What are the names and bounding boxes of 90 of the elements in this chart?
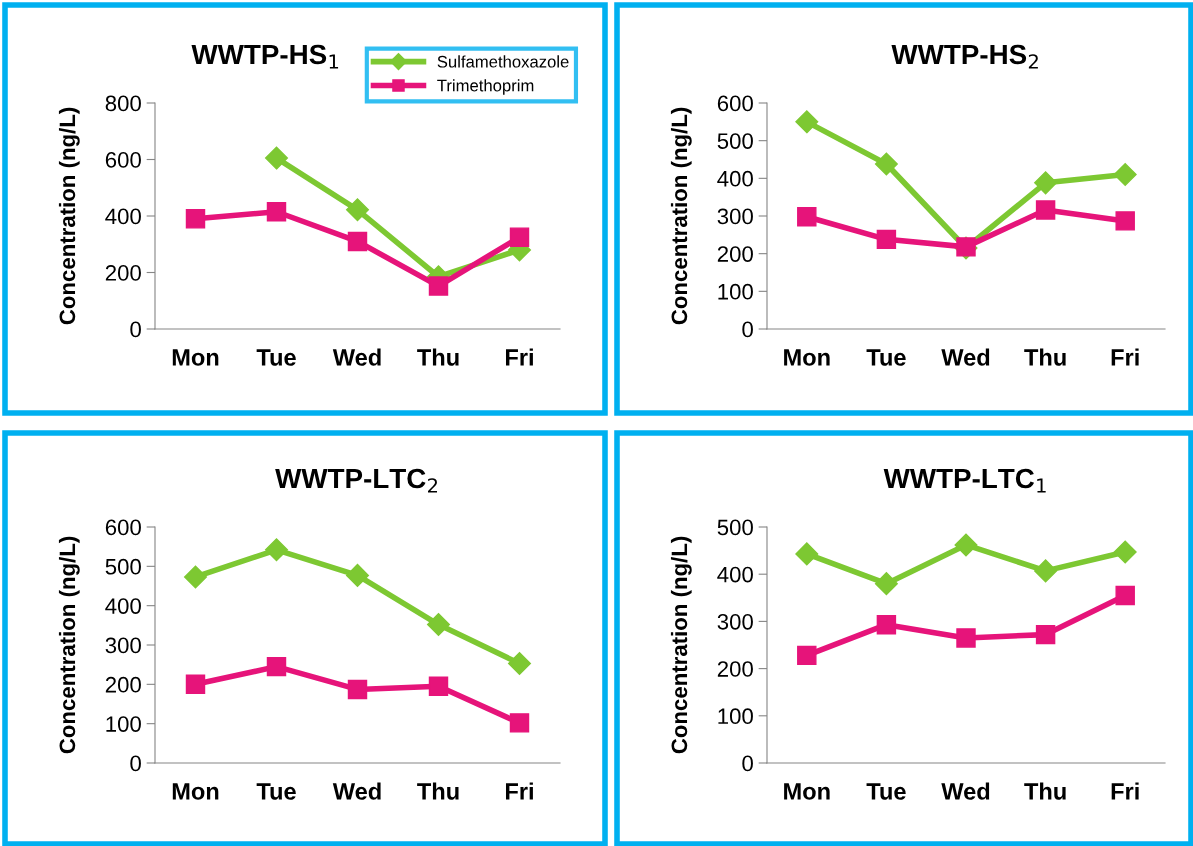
point: [1113, 540, 1137, 564]
chart-title: WWTP-HS$_{2}$: [891, 44, 1038, 69]
point: [874, 572, 898, 596]
x-tick-label: Fri: [505, 782, 533, 800]
y-tick-label: 500: [717, 519, 753, 536]
y-tick-label: 0: [742, 321, 753, 338]
x-tick-label: Tue: [256, 349, 296, 366]
x-tick-label: Tue: [866, 783, 906, 800]
y-axis-title: Concentration (ng/L): [670, 536, 692, 754]
x-tick-label: Thu: [1024, 782, 1066, 800]
point: [346, 563, 369, 587]
y-axis-title: Concentration (ng/L): [58, 107, 80, 325]
point: [795, 110, 819, 134]
y-tick-label: 0: [130, 321, 141, 338]
point: [346, 198, 369, 222]
x-tick-label: Fri: [505, 348, 533, 366]
y-tick-label: 100: [718, 283, 753, 300]
y-tick-label: 300: [717, 208, 753, 225]
legend-label: Trimethoprim: [437, 79, 534, 95]
y-tick-label: 400: [717, 566, 753, 583]
point: [876, 229, 897, 250]
y-axis-title: Concentration (ng/L): [58, 536, 80, 754]
x-tick-label: Wed: [332, 348, 381, 366]
x-tick-label: Wed: [332, 782, 381, 800]
y-tick-label: 300: [717, 613, 753, 630]
y-tick-label: 0: [130, 755, 141, 772]
x-tick-label: Thu: [417, 782, 459, 800]
y-tick-label: 500: [717, 133, 753, 149]
point: [509, 227, 530, 247]
point: [874, 152, 898, 176]
point: [1035, 624, 1056, 645]
point: [1115, 585, 1135, 606]
x-tick-label: Mon: [172, 349, 219, 366]
x-tick-label: Thu: [417, 348, 459, 366]
point: [1113, 163, 1137, 187]
y-tick-label: 400: [105, 208, 141, 225]
y-tick-label: 200: [717, 246, 753, 262]
y-tick-label: 0: [742, 755, 753, 772]
legend-label: Sulfamethoxazole: [437, 55, 569, 68]
point: [427, 613, 450, 637]
x-tick-label: Wed: [941, 782, 990, 800]
point: [797, 645, 817, 666]
point: [797, 207, 817, 227]
x-tick-label: Fri: [1111, 782, 1139, 800]
point: [1115, 211, 1135, 231]
y-tick-label: 100: [106, 716, 141, 732]
point: [347, 231, 368, 252]
y-tick-label: 300: [105, 637, 141, 654]
point: [954, 533, 978, 557]
point: [347, 679, 368, 700]
y-tick-label: 800: [105, 95, 141, 112]
y-tick-label: 500: [105, 558, 141, 575]
x-tick-label: Mon: [172, 783, 219, 800]
point: [428, 276, 449, 296]
chart-title: WWTP-LTC$_{2}$: [275, 468, 438, 493]
y-tick-label: 400: [105, 598, 141, 614]
y-tick-label: 200: [105, 265, 141, 281]
x-tick-label: Mon: [784, 349, 830, 366]
y-tick-label: 400: [717, 170, 753, 187]
point: [265, 146, 288, 170]
y-tick-label: 600: [105, 519, 141, 536]
point: [185, 674, 206, 695]
y-tick-label: 600: [717, 95, 753, 112]
point: [1034, 171, 1058, 195]
point: [265, 538, 288, 562]
y-tick-label: 200: [105, 676, 141, 693]
y-tick-label: 600: [105, 152, 141, 168]
point: [509, 713, 530, 733]
point: [956, 628, 976, 648]
point: [266, 656, 287, 677]
point: [795, 542, 819, 566]
x-tick-label: Fri: [1111, 348, 1139, 366]
point: [1035, 200, 1056, 220]
point: [185, 209, 206, 229]
x-tick-label: Tue: [866, 349, 906, 366]
point: [428, 676, 449, 697]
point: [508, 651, 531, 675]
y-axis-title: Concentration (ng/L): [670, 107, 692, 325]
y-tick-label: 200: [717, 661, 753, 677]
point: [1034, 559, 1058, 583]
x-tick-label: Thu: [1024, 348, 1066, 366]
point: [184, 565, 207, 589]
chart-title: WWTP-HS$_{1}$: [191, 44, 339, 69]
x-tick-label: Mon: [784, 783, 830, 800]
y-tick-label: 100: [718, 708, 753, 725]
point: [876, 614, 897, 635]
x-tick-label: Tue: [256, 783, 296, 800]
x-tick-label: Wed: [941, 348, 990, 366]
chart-title: WWTP-LTC$_{1}$: [883, 468, 1046, 493]
point: [266, 202, 287, 222]
